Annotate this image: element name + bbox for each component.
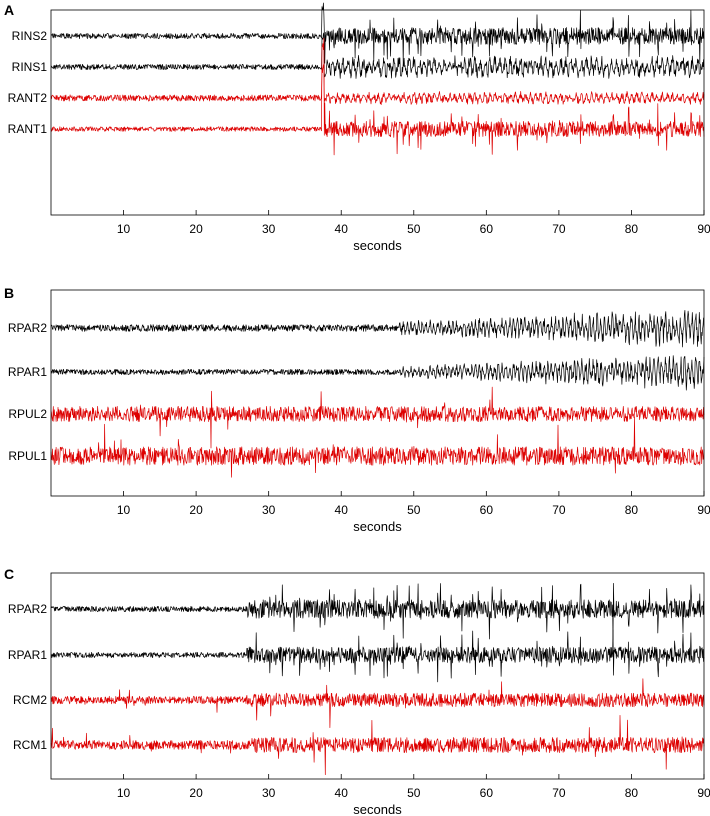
x-tick-label: 50 [407, 786, 421, 800]
channel-label: RPAR2 [8, 321, 47, 335]
x-tick-label: 90 [697, 503, 710, 517]
x-tick-label: 70 [552, 222, 566, 236]
channel-label: RPUL2 [8, 407, 47, 421]
trace-rpar2 [50, 582, 705, 641]
trace-rcm2 [50, 678, 705, 728]
x-tick-label: 40 [335, 786, 349, 800]
x-tick-label: 90 [697, 786, 710, 800]
channel-label: RINS2 [12, 29, 48, 43]
trace-rpar1 [50, 355, 705, 391]
trace-rant2 [50, 64, 705, 105]
x-tick-label: 10 [117, 503, 131, 517]
axes-frame [50, 9, 705, 216]
trace-rpar2 [50, 309, 705, 348]
panel-letter: A [4, 2, 14, 18]
channel-label: RPUL1 [8, 449, 47, 463]
trace-rpul2 [50, 386, 705, 449]
channel-label: RANT1 [8, 122, 48, 136]
axes-frame [50, 289, 705, 497]
x-tick-label: 70 [552, 503, 566, 517]
x-tick-label: 60 [480, 222, 494, 236]
x-axis-label: seconds [353, 519, 402, 534]
x-tick-label: 20 [189, 503, 203, 517]
x-tick-label: 40 [335, 503, 349, 517]
x-tick-label: 30 [262, 786, 276, 800]
x-tick-label: 20 [189, 786, 203, 800]
trace-rins1 [50, 32, 705, 79]
channel-label: RPAR1 [8, 648, 47, 662]
x-tick-label: 20 [189, 222, 203, 236]
x-tick-label: 30 [262, 222, 276, 236]
channel-label: RCM2 [13, 693, 47, 707]
panel-A: A RINS2 RINS1 RANT2 RANT1 10 20 30 40 50 60 70 80 90 s… [4, 2, 710, 253]
x-tick-label: 80 [625, 786, 639, 800]
x-tick-label: 10 [117, 786, 131, 800]
panel-B: B RPAR2 RPAR1 RPUL2 RPUL1 10 20 30 40 50 60 70 80 90 s… [4, 285, 710, 534]
channel-label: RPAR1 [8, 365, 47, 379]
x-tick-label: 90 [697, 222, 710, 236]
panel-letter: B [4, 285, 14, 301]
x-tick-label: 50 [407, 503, 421, 517]
x-tick-label: 10 [117, 222, 131, 236]
panel-letter: C [4, 566, 14, 582]
x-tick-label: 50 [407, 222, 421, 236]
x-tick-label: 60 [480, 786, 494, 800]
x-tick-label: 80 [625, 222, 639, 236]
x-axis-label: seconds [353, 238, 402, 253]
channel-label: RPAR2 [8, 602, 47, 616]
trace-rcm1 [50, 715, 705, 776]
axes-frame [50, 572, 705, 780]
x-tick-label: 80 [625, 503, 639, 517]
trace-rpul1 [50, 416, 705, 478]
trace-rant1 [50, 37, 705, 156]
x-tick-label: 30 [262, 503, 276, 517]
x-axis-label: seconds [353, 802, 402, 816]
channel-label: RINS1 [12, 60, 48, 74]
x-tick-label: 40 [335, 222, 349, 236]
trace-rpar1 [50, 629, 705, 683]
channel-label: RANT2 [8, 91, 48, 105]
channel-label: RCM1 [13, 738, 47, 752]
x-tick-label: 70 [552, 786, 566, 800]
x-tick-label: 60 [480, 503, 494, 517]
panel-C: C RPAR2 RPAR1 RCM2 RCM1 10 20 30 40 50 60 70 80 90 sec… [4, 566, 710, 816]
trace-rins2 [50, 2, 705, 65]
